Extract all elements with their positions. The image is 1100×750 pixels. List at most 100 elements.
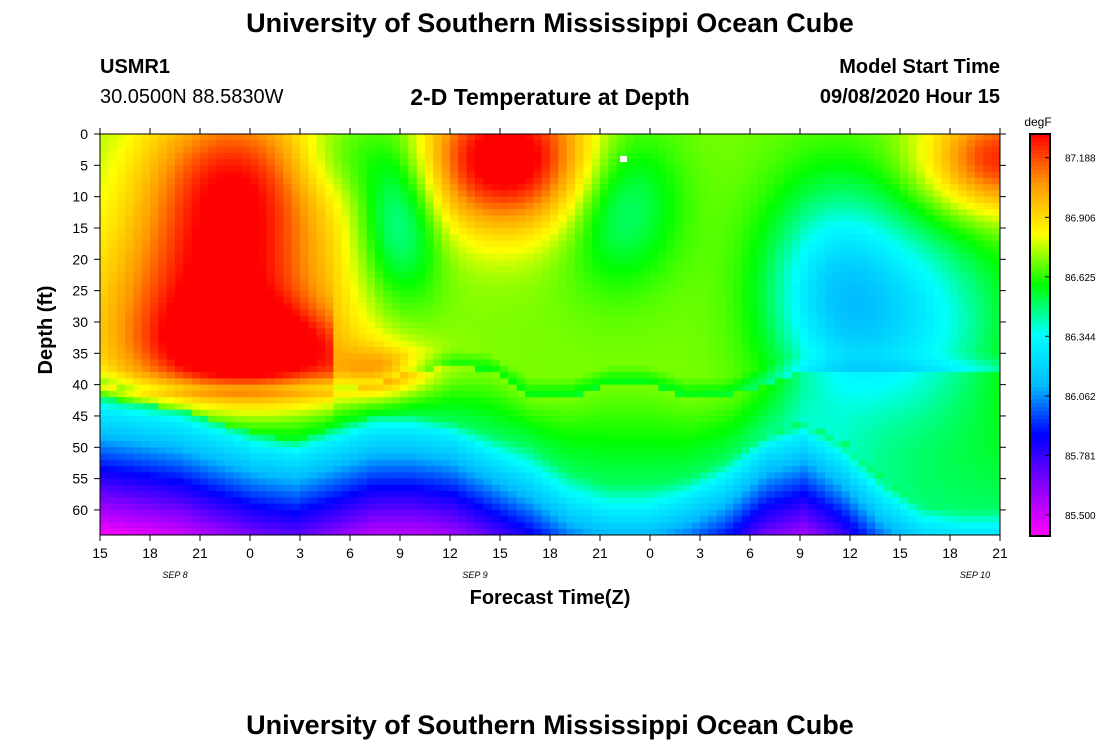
heatmap-cell <box>741 246 751 254</box>
heatmap-cell <box>708 497 718 505</box>
heatmap-cell <box>625 516 634 524</box>
heatmap-cell <box>141 478 151 486</box>
heatmap-cell <box>658 365 668 373</box>
heatmap-cell <box>433 146 443 154</box>
heatmap-cell <box>733 409 743 417</box>
heatmap-cell <box>108 265 118 273</box>
heatmap-cell <box>350 459 359 467</box>
heatmap-cell <box>266 177 276 185</box>
heatmap-cell <box>366 146 376 154</box>
heatmap-cell <box>741 466 751 473</box>
heatmap-cell <box>625 177 634 185</box>
heatmap-cell <box>108 403 118 411</box>
heatmap-cell <box>258 284 268 292</box>
heatmap-cell <box>366 265 376 273</box>
heatmap-cell <box>116 353 126 361</box>
heatmap-cell <box>158 491 168 499</box>
heatmap-cell <box>608 428 618 436</box>
heatmap-cell <box>208 434 218 442</box>
heatmap-cell <box>583 334 593 342</box>
heatmap-cell <box>250 390 259 398</box>
heatmap-cell <box>508 190 518 198</box>
heatmap-cell <box>283 271 293 279</box>
heatmap-cell <box>525 284 534 292</box>
heatmap-cell <box>341 340 351 348</box>
heatmap-cell <box>533 140 543 148</box>
heatmap-cell <box>408 491 418 499</box>
heatmap-cell <box>675 497 684 505</box>
heatmap-cell <box>516 422 526 430</box>
heatmap-cell <box>158 146 168 154</box>
heatmap-cell <box>333 296 343 304</box>
heatmap-cell <box>391 415 401 423</box>
heatmap-cell <box>100 296 109 304</box>
heatmap-cell <box>383 522 393 530</box>
heatmap-cell <box>508 434 518 442</box>
heatmap-cell <box>100 378 109 386</box>
heatmap-cell <box>425 359 434 367</box>
heatmap-cell <box>175 403 184 411</box>
heatmap-cell <box>366 378 376 386</box>
heatmap-cell <box>575 403 584 411</box>
heatmap-cell <box>475 184 484 191</box>
heatmap-cell <box>425 215 434 223</box>
heatmap-cell <box>325 265 334 273</box>
heatmap-cell <box>233 484 243 492</box>
heatmap-cell <box>691 528 701 535</box>
heatmap-cell <box>666 384 676 392</box>
heatmap-cell <box>633 334 643 342</box>
heatmap-cell <box>341 522 351 530</box>
heatmap-cell <box>325 516 334 524</box>
heatmap-cell <box>483 428 493 436</box>
heatmap-cell <box>525 466 534 473</box>
heatmap-cell <box>608 259 618 267</box>
heatmap-cell <box>625 159 634 166</box>
heatmap-cell <box>166 177 176 185</box>
heatmap-cell <box>691 328 701 336</box>
heatmap-cell <box>741 209 751 217</box>
heatmap-cell <box>483 378 493 386</box>
heatmap-cell <box>500 528 509 535</box>
heatmap-cell <box>275 134 284 141</box>
heatmap-cell <box>466 134 476 141</box>
heatmap-cell <box>375 328 384 336</box>
heatmap-cell <box>300 303 309 311</box>
heatmap-cell <box>383 315 393 323</box>
heatmap-cell <box>491 353 501 361</box>
heatmap-cell <box>425 196 434 204</box>
heatmap-cell <box>600 491 609 499</box>
heatmap-cell <box>425 253 434 260</box>
heatmap-cell <box>208 528 218 535</box>
heatmap-cell <box>675 403 684 411</box>
heatmap-cell <box>233 497 243 505</box>
heatmap-cell <box>283 472 293 480</box>
heatmap-cell <box>458 271 468 279</box>
heatmap-cell <box>683 227 693 235</box>
heatmap-cell <box>391 140 401 148</box>
heatmap-cell <box>700 227 709 235</box>
heatmap-cell <box>416 259 426 267</box>
heatmap-cell <box>533 309 543 317</box>
heatmap-cell <box>175 503 184 511</box>
heatmap-cell <box>416 296 426 304</box>
heatmap-cell <box>150 259 159 267</box>
heatmap-cell <box>108 177 118 185</box>
heatmap-cell <box>566 365 576 373</box>
heatmap-cell <box>141 403 151 411</box>
heatmap-cell <box>466 478 476 486</box>
heatmap-cell <box>291 246 301 254</box>
heatmap-cell <box>433 409 443 417</box>
heatmap-cell <box>650 296 659 304</box>
heatmap-cell <box>691 378 701 386</box>
heatmap-cell <box>233 509 243 517</box>
heatmap-cell <box>408 246 418 254</box>
heatmap-cell <box>733 152 743 160</box>
heatmap-cell <box>150 359 159 367</box>
heatmap-cell <box>733 390 743 398</box>
heatmap-cell <box>650 140 659 148</box>
heatmap-cell <box>308 447 318 455</box>
heatmap-cell <box>350 497 359 505</box>
heatmap-cell <box>183 415 193 423</box>
heatmap-cell <box>125 340 134 348</box>
heatmap-cell <box>141 246 151 254</box>
